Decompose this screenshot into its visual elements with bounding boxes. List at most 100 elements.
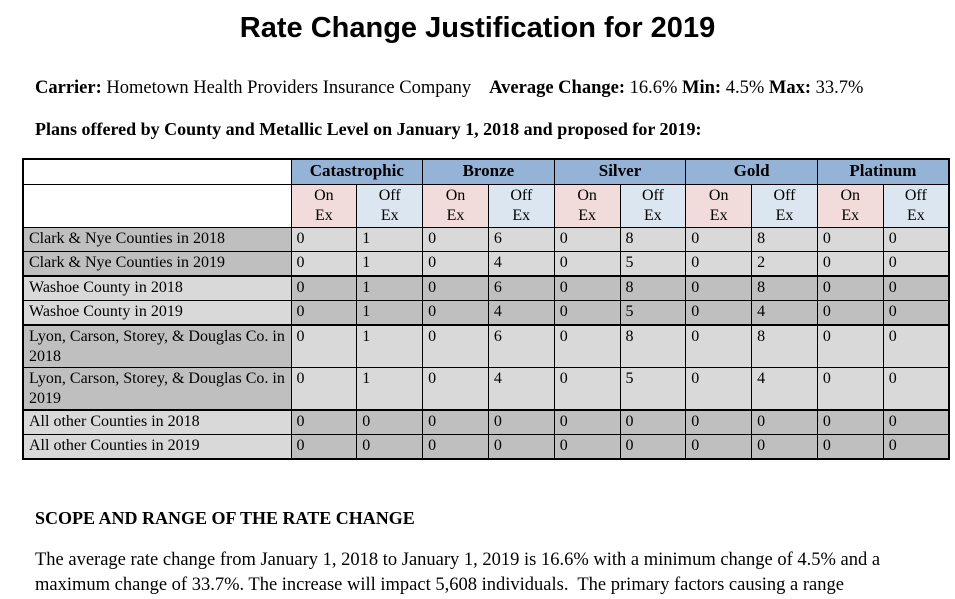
scope-paragraph: The average rate change from January 1, … (35, 550, 885, 595)
on-ex-header: On Ex (290, 184, 358, 228)
value-cell: 2 (751, 251, 818, 277)
value-cell: 0 (290, 409, 358, 436)
value-cell: 8 (751, 275, 818, 301)
row-label-cell: Lyon, Carson, Storey, & Douglas Co. in 2… (22, 324, 292, 369)
value-cell: 0 (882, 251, 950, 277)
value-cell: 1 (356, 324, 424, 369)
value-cell: 0 (553, 275, 621, 301)
off-ex-header: Off Ex (619, 184, 687, 228)
metal-header-row: Catastrophic Bronze Silver Gold Platinum (22, 158, 950, 185)
value-cell: 0 (816, 227, 884, 252)
value-cell: 8 (619, 324, 687, 369)
value-cell: 4 (751, 367, 818, 411)
on-ex-header: On Ex (422, 184, 489, 228)
value-cell: 4 (487, 367, 555, 411)
value-cell: 5 (619, 367, 687, 411)
value-cell: 0 (553, 227, 621, 252)
row-label-cell: Clark & Nye Counties in 2018 (22, 227, 292, 252)
value-cell: 0 (816, 300, 884, 326)
value-cell: 0 (685, 324, 753, 369)
value-cell: 8 (619, 275, 687, 301)
on-ex-header: On Ex (816, 184, 884, 228)
value-cell: 0 (816, 324, 884, 369)
value-cell: 0 (816, 275, 884, 301)
carrier-line: Carrier: Hometown Health Providers Insur… (35, 78, 955, 99)
value-cell: 4 (487, 251, 555, 277)
table-row: All other Counties in 2018 0 0 0 0 0 0 0 0 0 0 (22, 409, 950, 436)
table-row: Washoe County in 2019 0 1 0 4 0 5 0 4 0 0 (22, 300, 950, 326)
carrier-value: Hometown Health Providers Insurance Comp… (106, 78, 472, 98)
value-cell: 0 (422, 367, 489, 411)
value-cell: 0 (553, 324, 621, 369)
value-cell: 0 (619, 434, 687, 460)
value-cell: 4 (751, 300, 818, 326)
max-value: 33.7% (815, 78, 864, 98)
row-label-cell: Clark & Nye Counties in 2019 (22, 251, 292, 277)
value-cell: 5 (619, 300, 687, 326)
corner-cell (22, 184, 292, 228)
table-caption: Plans offered by County and Metallic Lev… (35, 119, 702, 139)
average-change-label: Average Change: (489, 78, 625, 98)
value-cell: 0 (553, 409, 621, 436)
plans-table-body: Clark & Nye Counties in 2018 0 1 0 6 0 8 0 8 0 0 Cl… (22, 227, 950, 460)
value-cell: 0 (487, 409, 555, 436)
value-cell: 0 (422, 300, 489, 326)
value-cell: 0 (422, 275, 489, 301)
value-cell: 0 (685, 300, 753, 326)
metal-header-silver: Silver (553, 158, 687, 185)
value-cell: 0 (422, 227, 489, 252)
value-cell: 0 (751, 434, 818, 460)
value-cell: 0 (685, 275, 753, 301)
value-cell: 0 (816, 251, 884, 277)
value-cell: 0 (290, 275, 358, 301)
on-ex-header: On Ex (685, 184, 753, 228)
value-cell: 0 (553, 367, 621, 411)
row-label-cell: Washoe County in 2019 (22, 300, 292, 326)
value-cell: 0 (290, 367, 358, 411)
value-cell: 0 (356, 434, 424, 460)
value-cell: 0 (685, 251, 753, 277)
min-label: Min: (682, 78, 722, 98)
value-cell: 0 (685, 367, 753, 411)
value-cell: 0 (685, 434, 753, 460)
document-title: Rate Change Justification for 2019 (239, 12, 716, 44)
value-cell: 0 (422, 251, 489, 277)
value-cell: 0 (685, 409, 753, 436)
value-cell: 8 (619, 227, 687, 252)
table-row: Lyon, Carson, Storey, & Douglas Co. in 2… (22, 367, 950, 411)
row-label-cell: All other Counties in 2019 (22, 434, 292, 460)
value-cell: 6 (487, 275, 555, 301)
value-cell: 1 (356, 251, 424, 277)
table-row: Clark & Nye Counties in 2018 0 1 0 6 0 8 0 8 0 0 (22, 227, 950, 252)
value-cell: 0 (553, 434, 621, 460)
value-cell: 1 (356, 275, 424, 301)
plans-table: Catastrophic Bronze Silver Gold Platinum… (22, 158, 950, 461)
metal-header-bronze: Bronze (422, 158, 555, 185)
table-row: All other Counties in 2019 0 0 0 0 0 0 0 0 0 0 (22, 434, 950, 460)
value-cell: 0 (356, 409, 424, 436)
value-cell: 1 (356, 367, 424, 411)
value-cell: 0 (882, 324, 950, 369)
off-ex-header: Off Ex (751, 184, 818, 228)
table-row: Lyon, Carson, Storey, & Douglas Co. in 2… (22, 324, 950, 369)
on-ex-header: On Ex (553, 184, 621, 228)
value-cell: 0 (553, 300, 621, 326)
value-cell: 0 (487, 434, 555, 460)
value-cell: 8 (751, 227, 818, 252)
table-row: Washoe County in 2018 0 1 0 6 0 8 0 8 0 0 (22, 275, 950, 301)
value-cell: 0 (553, 251, 621, 277)
value-cell: 0 (816, 367, 884, 411)
value-cell: 0 (422, 324, 489, 369)
value-cell: 6 (487, 324, 555, 369)
value-cell: 0 (685, 227, 753, 252)
off-ex-header: Off Ex (356, 184, 424, 228)
metal-header-platinum: Platinum (816, 158, 950, 185)
value-cell: 0 (290, 324, 358, 369)
value-cell: 0 (882, 227, 950, 252)
value-cell: 0 (290, 227, 358, 252)
off-ex-header: Off Ex (487, 184, 555, 228)
metal-header-gold: Gold (685, 158, 818, 185)
min-value: 4.5% (725, 78, 765, 98)
row-label-cell: Lyon, Carson, Storey, & Douglas Co. in 2… (22, 367, 292, 411)
metal-header-catastrophic: Catastrophic (290, 158, 424, 185)
